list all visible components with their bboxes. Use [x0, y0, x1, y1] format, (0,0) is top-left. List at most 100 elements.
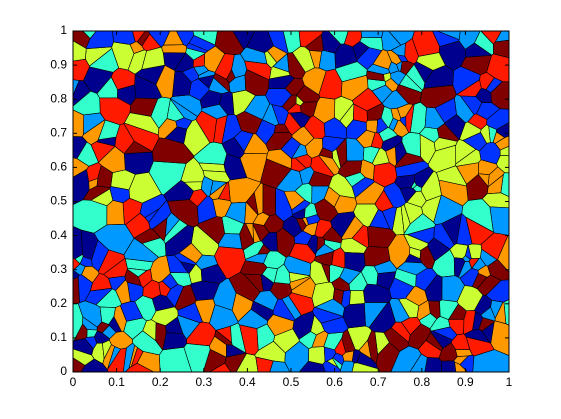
x-tick-label: 0.7	[370, 375, 387, 389]
voronoi-cell	[480, 124, 491, 144]
voronoi-cell	[123, 237, 159, 263]
voronoi-cell	[201, 104, 229, 120]
voronoi-cell	[349, 290, 366, 305]
voronoi-cell	[112, 30, 136, 45]
voronoi-cell	[85, 30, 114, 50]
y-tick-label: 0.7	[50, 125, 67, 139]
y-tick-label: 0.5	[50, 194, 67, 208]
voronoi-cells	[72, 30, 510, 373]
voronoi-cell	[403, 213, 436, 235]
voronoi-cell	[161, 273, 179, 290]
voronoi-cell	[322, 135, 346, 153]
voronoi-cell	[97, 119, 121, 141]
y-tick-label: 0.6	[50, 160, 67, 174]
voronoi-cell	[424, 357, 442, 373]
voronoi-cell	[455, 148, 482, 167]
voronoi-cell	[283, 255, 312, 277]
voronoi-cell	[110, 67, 136, 90]
voronoi-cell	[162, 332, 188, 351]
voronoi-cell	[465, 336, 495, 357]
voronoi-cell	[221, 137, 245, 159]
voronoi-cell	[314, 218, 333, 238]
voronoi-cell	[72, 199, 108, 234]
voronoi-cell	[172, 70, 192, 97]
voronoi-cell	[440, 360, 457, 373]
x-tick-label: 0.5	[283, 375, 300, 389]
y-tick-label: 0.2	[50, 296, 67, 310]
voronoi-cell	[420, 170, 442, 202]
voronoi-cell	[260, 273, 275, 292]
voronoi-cell	[461, 198, 494, 233]
voronoi-cell	[304, 202, 318, 219]
voronoi-cell	[106, 200, 125, 226]
voronoi-cell	[91, 239, 109, 272]
x-tick-label: 0.3	[195, 375, 212, 389]
voronoi-cell	[123, 112, 160, 136]
voronoi-cell	[365, 119, 378, 133]
voronoi-cell	[214, 246, 246, 279]
y-tick-label: 1	[60, 23, 67, 37]
voronoi-cell	[310, 155, 335, 178]
axes: 0 0.1 0.2 0.3 0.4 0.5 0.6 0.7 0.8 0.9 1 0 0.1 0.2 0.3 0…	[50, 23, 512, 389]
x-tick-label: 0.9	[457, 375, 474, 389]
voronoi-cell	[373, 162, 398, 188]
voronoi-cell	[381, 134, 403, 152]
voronoi-cell	[174, 284, 197, 311]
voronoi-cell	[214, 53, 235, 80]
voronoi-cell	[318, 50, 336, 72]
voronoi-cell	[152, 217, 168, 242]
voronoi-cell	[284, 341, 309, 373]
voronoi-cell	[396, 261, 428, 276]
voronoi-cell	[134, 295, 157, 322]
voronoi-cell	[371, 84, 393, 104]
voronoi-cell	[200, 175, 214, 197]
x-tick-label: 0.2	[152, 375, 169, 389]
voronoi-cell	[368, 301, 396, 333]
voronoi-cell	[209, 335, 227, 358]
voronoi-cell	[438, 179, 469, 207]
voronoi-cell	[420, 84, 457, 109]
voronoi-cell	[98, 146, 126, 173]
voronoi-cell	[352, 349, 362, 364]
voronoi-cell	[72, 225, 83, 260]
voronoi-cell	[144, 208, 160, 223]
voronoi-cell	[376, 117, 389, 134]
voronoi-cell	[477, 173, 490, 188]
voronoi-cell	[390, 42, 406, 57]
y-tick-label: 0.1	[50, 330, 67, 344]
y-tick-label: 0.3	[50, 262, 67, 276]
x-tick-label: 0.4	[239, 375, 256, 389]
voronoi-cell	[275, 188, 293, 222]
voronoi-cell	[150, 96, 171, 129]
voronoi-cell	[367, 226, 397, 248]
x-tick-label: 0.8	[413, 375, 430, 389]
voronoi-cell	[301, 67, 327, 96]
voronoi-cell	[359, 37, 384, 51]
voronoi-cell	[99, 306, 116, 325]
y-tick-label: 0.8	[50, 91, 67, 105]
voronoi-cell	[138, 269, 153, 289]
voronoi-cell	[468, 258, 480, 269]
voronoi-cell	[245, 253, 269, 264]
voronoi-cell	[175, 117, 193, 130]
voronoi-cell	[244, 201, 259, 224]
x-tick-label: 0	[70, 375, 77, 389]
voronoi-cell	[431, 326, 458, 341]
voronoi-cell	[390, 70, 407, 86]
voronoi-cell	[308, 346, 326, 365]
voronoi-cell	[465, 244, 472, 260]
x-tick-label: 0.1	[108, 375, 125, 389]
voronoi-cell	[323, 346, 337, 362]
voronoi-cell	[192, 53, 206, 68]
x-tick-label: 0.6	[326, 375, 343, 389]
voronoi-cell	[399, 187, 417, 203]
voronoi-cell	[228, 271, 261, 302]
voronoi-cell	[268, 74, 295, 89]
voronoi-cell	[427, 237, 451, 262]
voronoi-cell	[439, 299, 459, 320]
voronoi-cell	[413, 61, 434, 84]
voronoi-cell	[72, 40, 87, 62]
voronoi-cell	[471, 273, 488, 289]
